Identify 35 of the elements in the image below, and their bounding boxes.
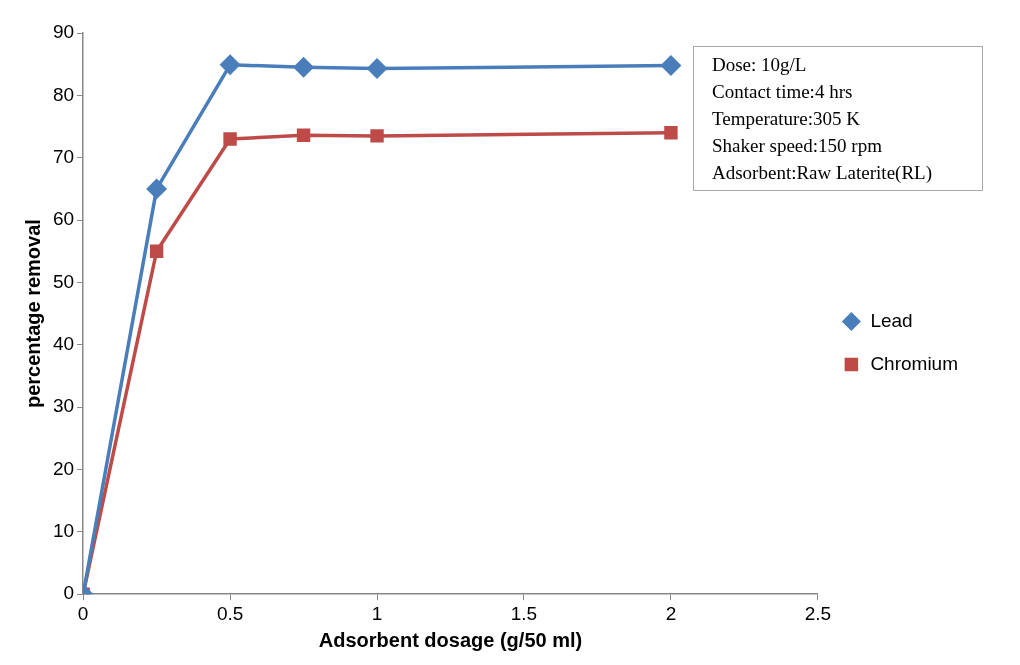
point — [296, 128, 311, 142]
x-axis-title: Adsorbent dosage (g/50 ml) — [318, 628, 583, 651]
legend-label: Lead — [870, 309, 913, 331]
x-tick-label: 1 — [371, 602, 383, 624]
point — [664, 126, 678, 140]
x-tick-label: 0.5 — [216, 602, 244, 624]
y-tick-label: 40 — [52, 333, 75, 355]
x-tick-label: 1.5 — [510, 602, 538, 624]
point — [223, 132, 237, 146]
point — [149, 244, 164, 258]
x-tick-label: 2.5 — [804, 602, 832, 624]
y-tick-label: 80 — [52, 83, 75, 105]
point — [661, 55, 681, 76]
point — [293, 57, 314, 78]
y-tick-label: 50 — [52, 270, 75, 292]
annotation: Adsorbent:Raw Laterite(RL) — [712, 161, 933, 185]
y-axis-title: percentage removal — [21, 219, 44, 409]
y-tick-label: 0 — [63, 582, 75, 604]
point — [367, 58, 387, 79]
annotation: Shaker speed:150 rpm — [712, 134, 883, 158]
point — [220, 55, 240, 75]
y-tick-label: 20 — [52, 457, 75, 479]
x-tick-label: 0 — [77, 602, 89, 624]
annotation: Dose: 10g/L — [712, 53, 808, 77]
legend-label: Chromium — [870, 352, 958, 374]
x-tick-label: 2 — [665, 602, 677, 624]
annotation: Temperature:305 K — [712, 107, 861, 131]
y-tick-label: 60 — [52, 208, 75, 230]
y-tick-label: 10 — [52, 520, 75, 542]
y-tick-label: 90 — [52, 21, 75, 43]
y-tick-label: 70 — [52, 145, 75, 167]
point — [370, 129, 384, 143]
annotation: Contact time:4 hrs — [712, 80, 854, 104]
y-tick-label: 30 — [52, 395, 75, 417]
point — [146, 179, 167, 199]
